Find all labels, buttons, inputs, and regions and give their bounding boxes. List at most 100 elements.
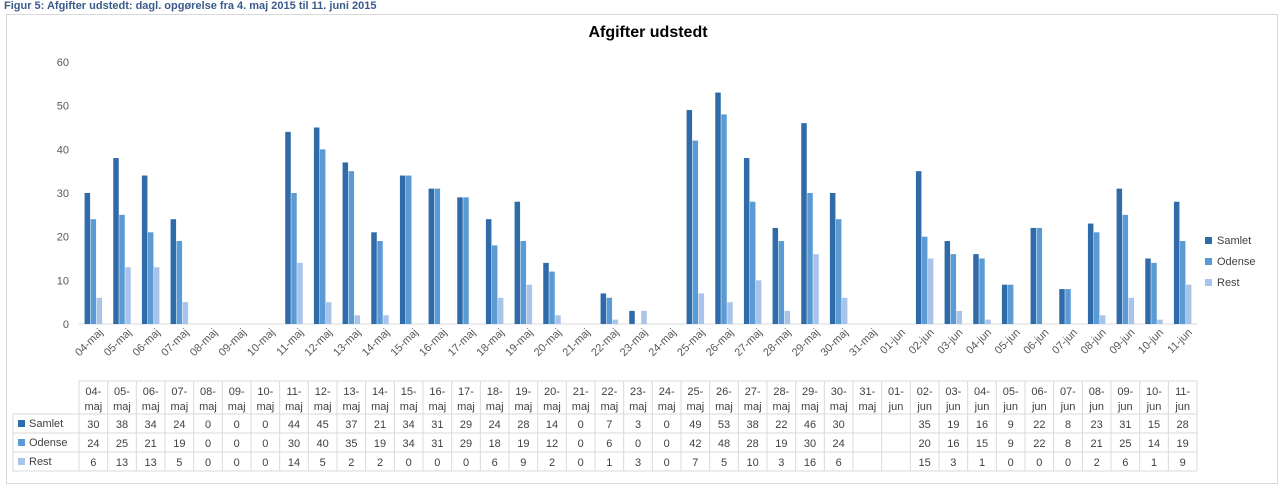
x-tick-label: 29-maj	[790, 327, 822, 359]
x-tick-label: 18-maj	[475, 327, 507, 359]
x-tick-label: 11-jun	[1165, 327, 1195, 357]
table-header-date: 26-	[716, 386, 732, 398]
table-cell-value: 8	[1065, 438, 1071, 450]
table-cell-value: 24	[87, 438, 99, 450]
table-header-month: jun	[1146, 401, 1162, 413]
bar-rest	[641, 310, 647, 324]
table-header-month: maj	[830, 401, 848, 413]
table-cell-value: 29	[460, 438, 472, 450]
bar-odense	[692, 140, 699, 324]
bar-rest	[297, 262, 303, 324]
table-cell-value: 14	[288, 457, 300, 469]
bar-rest	[755, 280, 762, 324]
table-row-label: Samlet	[29, 418, 63, 430]
table-header-month: jun	[888, 401, 904, 413]
x-tick-label: 23-maj	[618, 327, 650, 359]
table-cell-value: 3	[778, 457, 784, 469]
table-header-date: 15-	[401, 386, 417, 398]
table-cell-value: 19	[374, 438, 386, 450]
table-cell-value: 10	[747, 457, 759, 469]
x-tick-label: 10-jun	[1136, 327, 1166, 357]
legend-swatch-odense	[1205, 258, 1212, 265]
table-header-month: maj	[514, 401, 532, 413]
y-tick-label: 0	[63, 319, 69, 331]
table-header-month: jun	[1002, 401, 1018, 413]
bar-samlet	[829, 193, 836, 324]
table-header-date: 18-	[487, 386, 503, 398]
table-cell-value: 37	[345, 419, 357, 431]
bar-odense	[1179, 241, 1186, 324]
table-cell-value: 19	[517, 438, 529, 450]
table-cell-value: 5	[320, 457, 326, 469]
x-tick-label: 04-jun	[964, 327, 994, 357]
bar-odense	[1065, 289, 1071, 324]
bar-samlet	[1001, 284, 1008, 324]
table-cell-value: 24	[173, 419, 185, 431]
table-cell-value: 18	[489, 438, 501, 450]
bar-odense	[348, 171, 355, 324]
table-cell-value: 38	[116, 419, 128, 431]
bar-samlet	[1145, 258, 1151, 324]
table-cell-value: 28	[517, 419, 529, 431]
table-cell-value: 0	[664, 457, 670, 469]
bar-rest	[927, 258, 934, 324]
table-header-date: 25-	[687, 386, 703, 398]
x-tick-label: 07-jun	[1050, 327, 1080, 357]
table-header-month: maj	[658, 401, 676, 413]
table-header-date: 06-	[143, 386, 159, 398]
bar-rest	[813, 254, 819, 324]
bar-samlet	[399, 175, 406, 324]
table-cell-value: 19	[775, 438, 787, 450]
x-tick-label: 05-maj	[102, 327, 134, 359]
table-cell-value: 6	[90, 457, 96, 469]
table-cell-value: 6	[836, 457, 842, 469]
table-cell-value: 15	[1148, 419, 1160, 431]
table-row-label: Rest	[29, 456, 52, 468]
bar-odense	[1036, 227, 1043, 324]
x-tick-label: 11-maj	[274, 327, 306, 359]
legend-label-odense: Odense	[1217, 256, 1256, 268]
x-tick-label: 12-maj	[303, 327, 335, 359]
table-header-date: 11-	[286, 386, 301, 398]
table-header-date: 14-	[372, 386, 388, 398]
table-cell-value: 0	[1065, 457, 1071, 469]
table-header-date: 06-	[1031, 386, 1047, 398]
x-tick-label: 28-maj	[761, 327, 793, 359]
table-cell-value: 16	[947, 438, 959, 450]
table-header-month: maj	[84, 401, 102, 413]
bar-samlet	[141, 175, 148, 324]
table-header-month: maj	[600, 401, 618, 413]
bar-odense	[835, 219, 842, 324]
bar-samlet	[801, 123, 807, 324]
bar-odense	[90, 219, 97, 324]
table-cell-value: 3	[635, 419, 641, 431]
table-cell-value: 21	[1091, 438, 1103, 450]
table-header-month: maj	[371, 401, 389, 413]
table-header-month: jun	[974, 401, 990, 413]
bar-odense	[377, 241, 383, 324]
bar-samlet	[629, 310, 635, 324]
table-header-date: 03-	[945, 386, 961, 398]
table-cell-value: 7	[606, 419, 612, 431]
x-tick-label: 06-maj	[131, 327, 163, 359]
table-cell-value: 0	[578, 438, 584, 450]
x-tick-label: 10-maj	[245, 327, 277, 359]
bar-samlet	[772, 227, 779, 324]
bar-rest	[125, 267, 131, 324]
bar-samlet	[1087, 223, 1094, 324]
table-cell-value: 13	[116, 457, 128, 469]
table-cell-value: 30	[288, 438, 300, 450]
bar-samlet	[743, 158, 750, 324]
table-header-date: 05-	[1003, 386, 1019, 398]
table-header-date: 23-	[630, 386, 646, 398]
table-cell-value: 40	[317, 438, 329, 450]
table-header-date: 10-	[257, 386, 273, 398]
table-cell-value: 30	[87, 419, 99, 431]
table-header-date: 22-	[601, 386, 617, 398]
table-header-month: jun	[916, 401, 932, 413]
bar-rest	[1128, 297, 1135, 324]
table-header-month: jun	[1088, 401, 1104, 413]
table-cell-value: 28	[1177, 419, 1189, 431]
bar-odense	[434, 188, 441, 324]
table-cell-value: 21	[145, 438, 157, 450]
